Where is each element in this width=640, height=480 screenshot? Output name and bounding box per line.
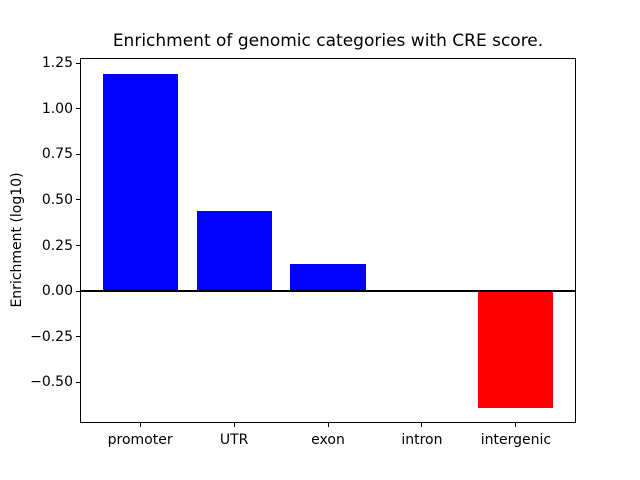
x-tick-label-intergenic: intergenic bbox=[480, 432, 552, 448]
x-tick-label-exon: exon bbox=[311, 432, 345, 448]
y-tick-mark bbox=[76, 290, 80, 292]
x-tick-mark bbox=[421, 423, 423, 427]
y-tick-mark bbox=[76, 381, 80, 383]
y-tick-mark bbox=[76, 199, 80, 201]
y-tick-label: 0.50 bbox=[41, 191, 73, 208]
x-tick-mark bbox=[139, 423, 141, 427]
y-tick-label: 0.00 bbox=[41, 283, 73, 300]
y-tick-mark bbox=[76, 62, 80, 64]
y-tick-label: −0.25 bbox=[30, 328, 73, 345]
chart-title: Enrichment of genomic categories with CR… bbox=[112, 31, 544, 51]
bar-intergenic bbox=[478, 291, 554, 408]
y-tick-mark bbox=[76, 108, 80, 110]
bar-UTR bbox=[196, 210, 272, 292]
x-tick-mark bbox=[515, 423, 517, 427]
bar-exon bbox=[290, 263, 366, 292]
y-tick-label: 0.25 bbox=[41, 237, 73, 254]
bar-promoter bbox=[102, 74, 178, 292]
y-tick-label: 0.75 bbox=[41, 146, 73, 163]
x-tick-label-UTR: UTR bbox=[219, 432, 249, 448]
y-tick-label: −0.50 bbox=[30, 374, 73, 391]
x-tick-mark bbox=[327, 423, 329, 427]
y-tick-mark bbox=[76, 245, 80, 246]
y-tick-mark bbox=[76, 153, 80, 155]
y-tick-mark bbox=[76, 336, 80, 338]
zero-line bbox=[80, 290, 576, 293]
x-tick-label-intron: intron bbox=[401, 432, 443, 448]
y-tick-label: 1.25 bbox=[41, 55, 73, 72]
y-tick-label: 1.00 bbox=[41, 100, 73, 117]
x-tick-mark bbox=[233, 423, 235, 427]
x-tick-label-promoter: promoter bbox=[107, 432, 173, 448]
